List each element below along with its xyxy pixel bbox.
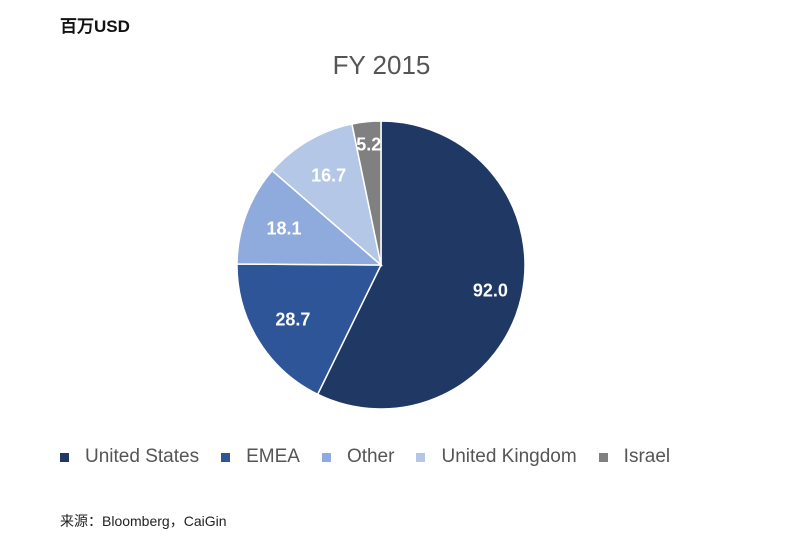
legend-swatch xyxy=(416,452,426,462)
data-label-united-kingdom: 16.7 xyxy=(311,166,346,186)
chart-title: FY 2015 xyxy=(332,50,431,80)
pie-slice-israel xyxy=(351,120,382,266)
legend-item-united-states: United States xyxy=(60,446,199,468)
legend-label: Other xyxy=(346,446,395,467)
legend-label: United States xyxy=(85,446,200,467)
legend-item-israel: Israel xyxy=(598,446,671,468)
data-label-israel: 5.2 xyxy=(356,135,381,155)
source-note: 来源：Bloomberg，CaiGin xyxy=(60,513,227,529)
data-label-emea: 28.7 xyxy=(275,310,310,330)
legend-label: Israel xyxy=(623,446,671,467)
legend-label: EMEA xyxy=(246,446,300,467)
pie-slice-other xyxy=(236,169,384,266)
legend-item-other: Other xyxy=(321,446,395,468)
unit-label: 百万USD xyxy=(60,17,130,36)
legend-item-emea: EMEA xyxy=(221,446,300,468)
data-label-united-states: 92.0 xyxy=(473,280,508,300)
legend-swatch xyxy=(598,452,608,462)
pie-slice-united-kingdom xyxy=(271,123,383,268)
legend-swatch xyxy=(221,452,231,462)
legend-swatch xyxy=(321,452,331,462)
legend-item-united-kingdom: United Kingdom xyxy=(416,446,577,468)
pie-slice-emea xyxy=(236,263,383,396)
pie-chart: 92.0 28.7 18.1 16.7 5.2 xyxy=(236,120,526,410)
pie-slice-united-states xyxy=(316,120,526,410)
legend-swatch xyxy=(60,452,69,462)
data-label-other: 18.1 xyxy=(266,218,301,238)
legend-label: United Kingdom xyxy=(441,446,577,467)
legend: United States EMEA Other United Kingdom … xyxy=(60,446,692,468)
